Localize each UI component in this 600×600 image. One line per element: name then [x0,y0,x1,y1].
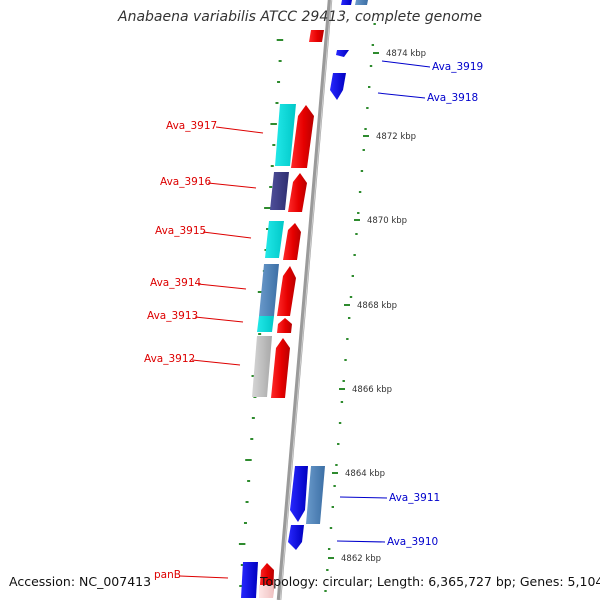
gene-block-panb-blue[interactable] [241,562,258,598]
gene-arrow-ava-3910[interactable] [288,525,304,550]
backbone-highlight [279,0,332,600]
leader-line [336,540,386,543]
genome-title: Anabaena variabilis ATCC 29413, complete… [118,9,482,25]
topology-label: Topology: circular; Length: 6,365,727 bp… [260,574,600,589]
ruler-label: 4874 kbp [386,49,426,59]
gene-ava-3911[interactable] [290,466,325,524]
gene-arrow-ava-3911[interactable] [290,466,308,522]
gene-block-ava-3917-cyan[interactable] [275,104,296,166]
gene-label-panb[interactable]: panB [154,569,181,581]
gene-label-ava-3918[interactable]: Ava_3918 [427,92,478,104]
leader-line [202,231,252,239]
gene-block-ava-3912-gray[interactable] [252,336,272,397]
ruler-label: 4870 kbp [367,216,407,226]
gene-block-ava-3914-steel[interactable] [259,264,279,316]
leader-line [381,60,431,68]
gene-ava-3914[interactable] [257,264,296,333]
gene-arrow-ava-3912[interactable] [271,338,290,398]
ruler-label: 4872 kbp [376,132,416,142]
gene-arrow-top-red[interactable] [309,30,324,42]
gene-arrow-ava-3919[interactable] [336,50,349,57]
right-gene-labels: Ava_3919 Ava_3918 Ava_3911 Ava_3910 [336,60,483,548]
ruler-label: 4866 kbp [352,385,392,395]
ruler-label: 4868 kbp [357,301,397,311]
gene-ava-3917[interactable] [275,104,314,168]
gene-arrow-ava-3917[interactable] [291,105,314,168]
gene-block-ava-3915-cyan[interactable] [265,221,284,258]
gene-label-ava-3911[interactable]: Ava_3911 [389,492,440,504]
leader-line [339,496,388,499]
gene-ava-3915[interactable] [265,221,301,260]
genome-backbone [276,0,333,600]
ruler-label: 4864 kbp [345,469,385,479]
leader-line [179,575,229,579]
gene-label-ava-3913[interactable]: Ava_3913 [147,310,198,322]
gene-label-ava-3910[interactable]: Ava_3910 [387,536,438,548]
ruler-label: 4862 kbp [341,554,381,564]
gene-label-ava-3917[interactable]: Ava_3917 [166,120,217,132]
gene-arrow-ava-3913[interactable] [277,318,292,333]
leader-line [194,316,244,323]
leader-line [191,359,241,366]
gene-arrow-ava-3916[interactable] [288,173,307,212]
gene-ava-3919[interactable] [336,50,349,57]
leader-line [197,283,247,290]
gene-top-partial[interactable] [309,0,368,42]
gene-ava-3912[interactable] [252,336,290,398]
gene-label-ava-3916[interactable]: Ava_3916 [160,176,212,188]
leader-line [377,92,426,99]
gene-ava-3918[interactable] [330,73,346,100]
accession-label: Accession: NC_007413 [9,574,152,589]
gene-label-ava-3919[interactable]: Ava_3919 [432,61,483,73]
gene-arrow-ava-3918[interactable] [330,73,346,100]
gene-arrow-ava-3915[interactable] [283,223,301,260]
gene-pan-b[interactable] [241,562,274,598]
gene-ava-3916[interactable] [270,172,307,212]
gene-arrow-ava-3914[interactable] [277,266,296,316]
leader-line [215,126,264,134]
gene-label-ava-3912[interactable]: Ava_3912 [144,353,195,365]
gene-label-ava-3914[interactable]: Ava_3914 [150,277,202,289]
gene-block-ava-3913-cyan[interactable] [257,316,274,332]
gene-block-top-blue[interactable] [341,0,352,5]
gene-block-ava-3916-slate[interactable] [270,172,289,210]
gene-ava-3910[interactable] [288,525,304,550]
left-gene-labels: Ava_3917 Ava_3916 Ava_3915 Ava_3914 Ava_3913… [144,120,264,581]
ruler-labels: 4874 kbp 4872 kbp 4870 kbp 4868 kbp 4866 kbp… [328,49,426,564]
gene-block-panb-pink[interactable] [259,585,273,598]
gene-label-ava-3915[interactable]: Ava_3915 [155,225,206,237]
gene-block-ava-3911-steel[interactable] [306,466,325,524]
leader-line [207,182,257,189]
gene-block-top-steel[interactable] [355,0,368,5]
